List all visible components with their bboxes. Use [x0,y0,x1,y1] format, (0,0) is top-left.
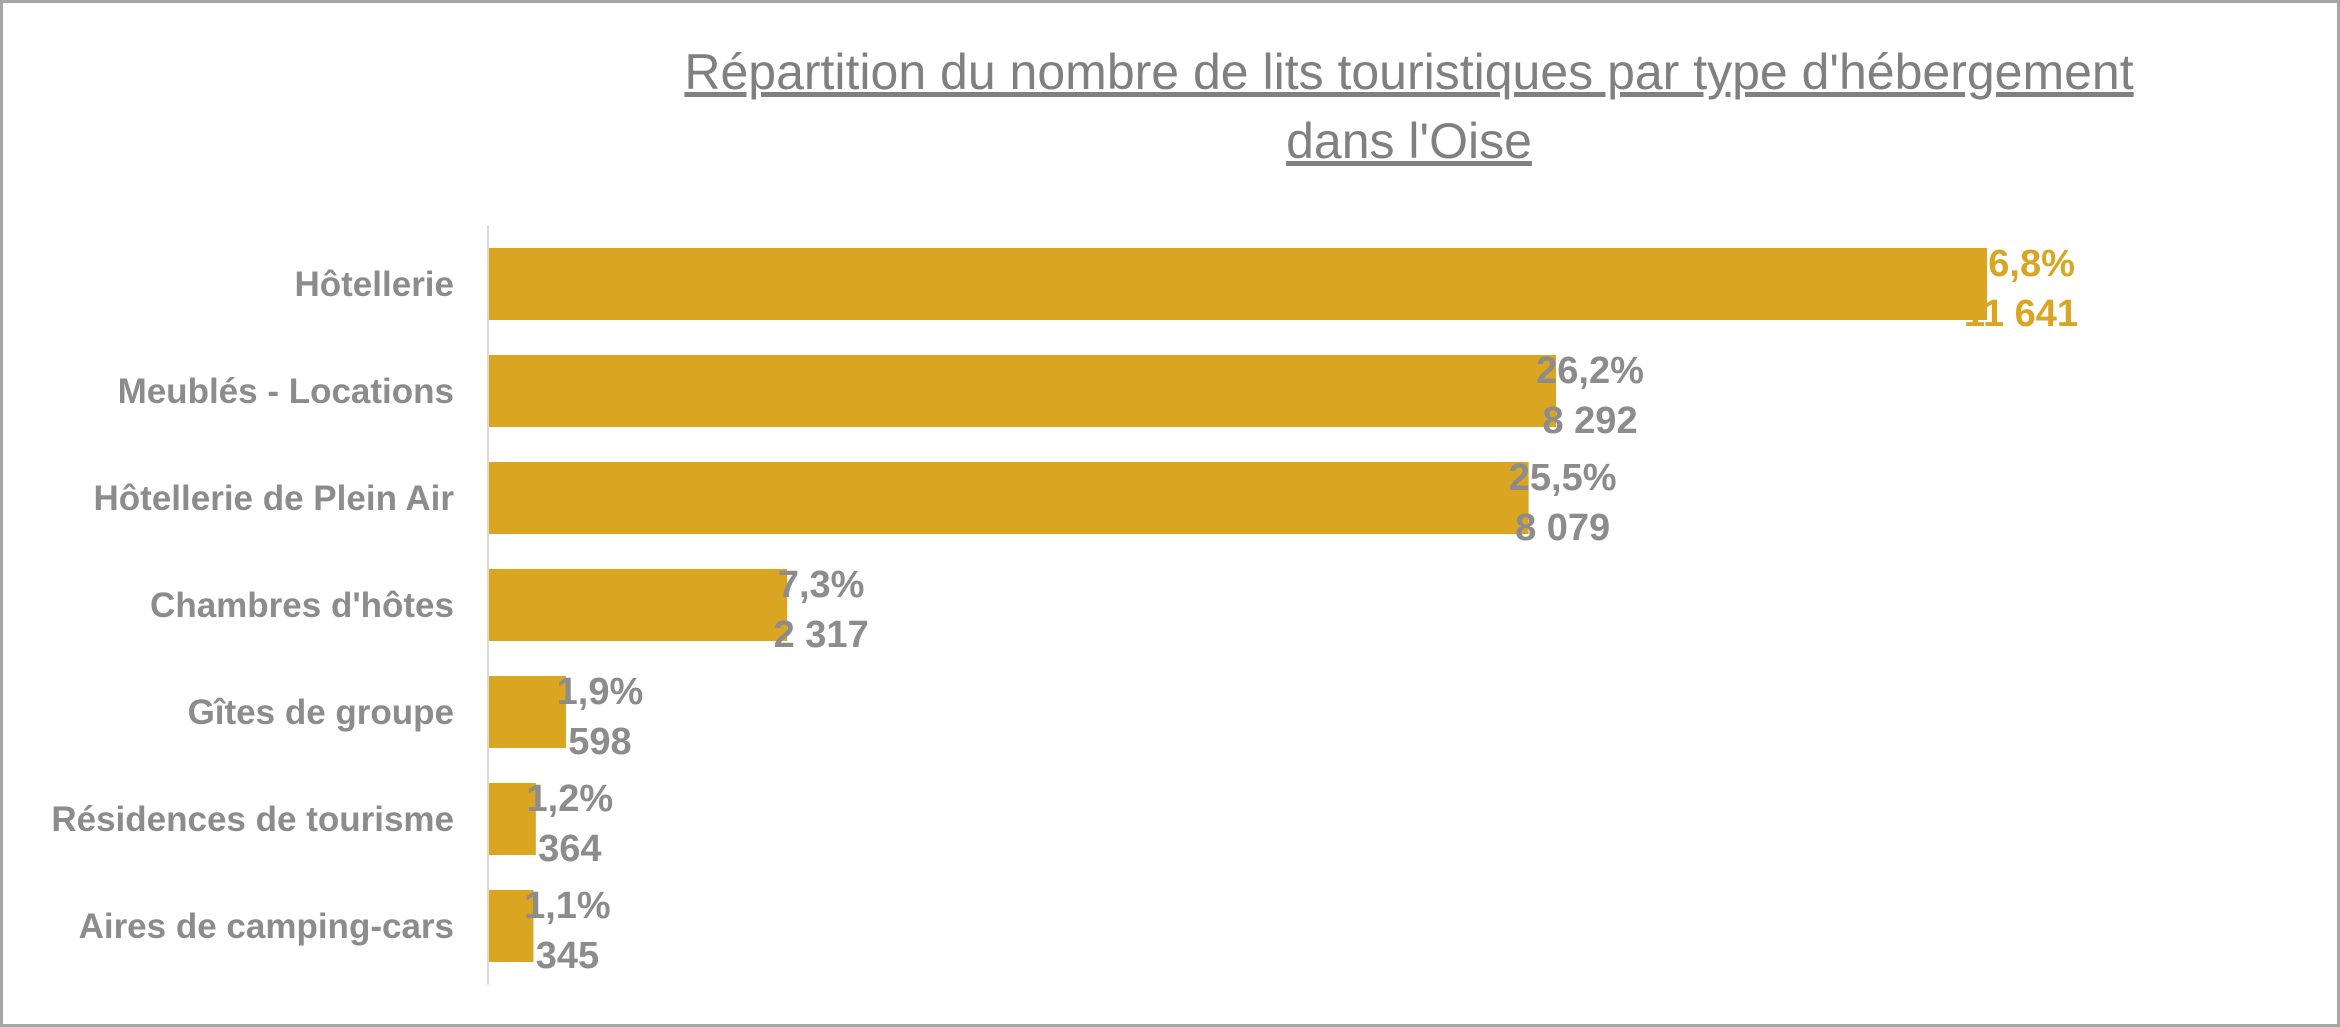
bar [489,355,1557,427]
value-label: 11 641 [1964,293,2078,335]
bar [489,890,534,962]
category-label: Hôtellerie [295,265,455,304]
bar [489,569,788,641]
percent-label: 36,8% [1967,243,2075,285]
value-label: 2 317 [774,614,869,656]
bar [489,462,1529,534]
category-label: Meublés - Locations [118,372,454,411]
category-label: Chambres d'hôtes [150,586,454,625]
category-label: Aires de camping-cars [79,907,454,946]
category-label: Gîtes de groupe [188,693,454,732]
chart-title-line-2: dans l'Oise [1286,113,1532,169]
bar [489,676,566,748]
percent-label: 1,9% [557,671,644,713]
percent-label: 25,5% [1509,457,1617,499]
percent-label: 7,3% [778,564,865,606]
chart-title-line-1: Répartition du nombre de lits touristiqu… [684,44,2133,100]
bar [489,783,536,855]
percent-label: 1,1% [524,885,611,927]
category-label: Résidences de tourisme [51,800,454,839]
bar [489,248,1987,320]
percent-label: 1,2% [527,778,614,820]
bar-chart: Répartition du nombre de lits touristiqu… [51,44,2134,985]
value-label: 598 [568,721,631,763]
percent-label: 26,2% [1536,350,1644,392]
category-label: Hôtellerie de Plein Air [94,479,455,518]
value-label: 345 [536,935,599,977]
value-label: 364 [538,828,601,870]
value-label: 8 079 [1515,507,1610,549]
value-label: 8 292 [1542,400,1637,442]
